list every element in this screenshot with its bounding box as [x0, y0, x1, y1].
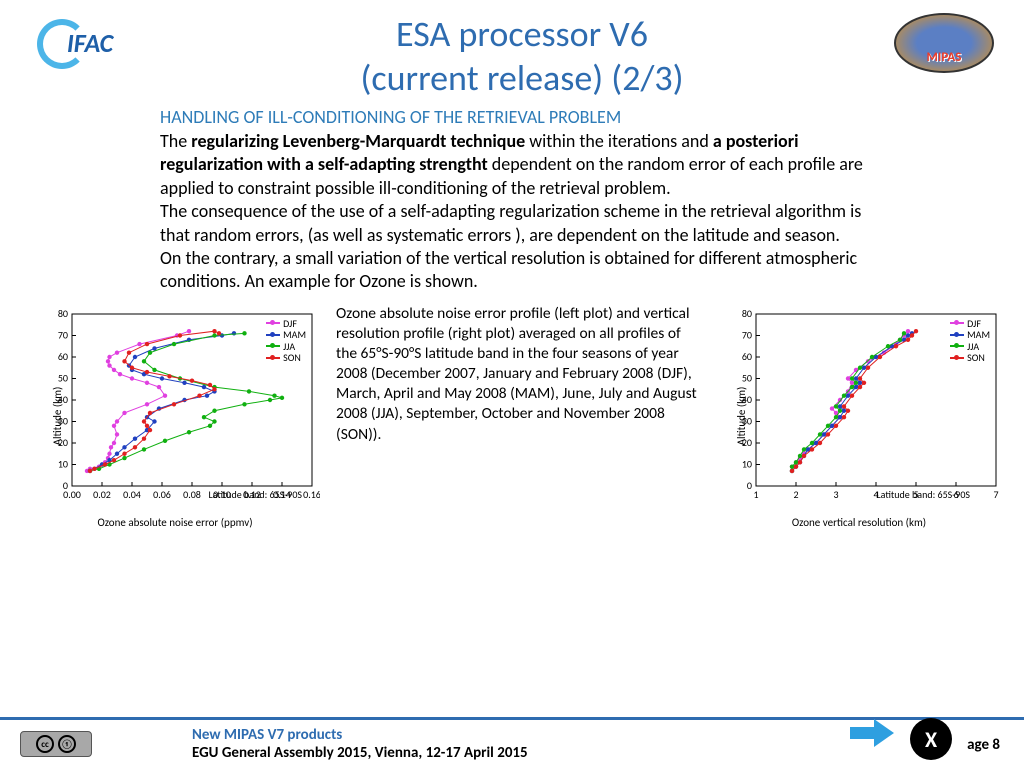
svg-text:0.08: 0.08 — [183, 488, 201, 501]
svg-text:7: 7 — [993, 488, 998, 501]
mipas-logo: MIPAS — [884, 8, 1004, 78]
chart-caption: Ozone absolute noise error profile (left… — [332, 304, 702, 445]
p1-bold-1: regularizing Levenberg-Marquardt techniq… — [191, 130, 525, 152]
svg-text:70: 70 — [742, 328, 752, 341]
by-icon: ① — [58, 735, 76, 753]
latitude-band-label: Latitude band: 65S-90S — [876, 488, 970, 501]
svg-text:2: 2 — [793, 488, 798, 501]
y-axis-label: Altitude (km) — [735, 387, 748, 446]
footer-title: New MIPAS V7 products — [192, 726, 528, 744]
cc-icon: cc — [36, 735, 54, 753]
latitude-band-label: Latitude band: 65S-90S — [208, 488, 302, 501]
cc-license-badge: cc ① — [20, 731, 92, 757]
svg-text:70: 70 — [58, 328, 68, 341]
legend: DJFMAMJJASON — [950, 318, 990, 364]
p1-pre: The — [160, 130, 191, 152]
x-axis-label: Ozone vertical resolution (km) — [714, 516, 1004, 529]
ifac-logo: IFAC — [20, 8, 160, 78]
legend: DJFMAMJJASON — [266, 318, 306, 364]
legend-item: SON — [266, 352, 306, 364]
y-axis-label: Altitude (km) — [51, 387, 64, 446]
mipas-logo-text: MIPAS — [894, 13, 994, 73]
section-heading: HANDLING OF ILL-CONDITIONING OF THE RETR… — [160, 106, 864, 128]
paragraph-1: The regularizing Levenberg-Marquardt tec… — [160, 130, 864, 200]
svg-text:80: 80 — [742, 307, 752, 320]
svg-text:60: 60 — [742, 350, 752, 363]
page-number: age 8 — [967, 736, 1000, 754]
title-line-2: (current release) (2/3) — [160, 56, 884, 100]
next-arrow-icon[interactable] — [850, 719, 894, 752]
footer-subtitle: EGU General Assembly 2015, Vienna, 12-17… — [192, 744, 528, 762]
svg-text:0.16: 0.16 — [303, 488, 320, 501]
p1-mid: within the iterations and — [525, 130, 713, 152]
close-badge[interactable]: X — [910, 718, 952, 760]
content: HANDLING OF ILL-CONDITIONING OF THE RETR… — [0, 100, 1024, 294]
svg-text:60: 60 — [58, 350, 68, 363]
ifac-logo-text: IFAC — [67, 27, 113, 59]
title-block: ESA processor V6 (current release) (2/3) — [160, 8, 884, 100]
title-line-1: ESA processor V6 — [160, 12, 884, 56]
footer-text: New MIPAS V7 products EGU General Assemb… — [192, 726, 528, 762]
svg-text:0.06: 0.06 — [153, 488, 171, 501]
svg-text:1: 1 — [753, 488, 758, 501]
svg-text:0: 0 — [747, 479, 752, 492]
svg-text:50: 50 — [58, 371, 68, 384]
svg-text:50: 50 — [742, 371, 752, 384]
x-axis-label: Ozone absolute noise error (ppmv) — [30, 516, 320, 529]
legend-item: MAM — [950, 329, 990, 341]
svg-text:10: 10 — [742, 457, 752, 470]
svg-text:80: 80 — [58, 307, 68, 320]
svg-text:10: 10 — [58, 457, 68, 470]
paragraph-2: The consequence of the use of a self-ada… — [160, 200, 864, 294]
right-chart: 010203040506070801234567Altitude (km)Ozo… — [714, 304, 1004, 529]
legend-item: SON — [950, 352, 990, 364]
left-chart: 010203040506070800.000.020.040.060.080.1… — [30, 304, 320, 529]
svg-text:0.02: 0.02 — [93, 488, 111, 501]
svg-text:0.00: 0.00 — [63, 488, 81, 501]
legend-item: MAM — [266, 329, 306, 341]
svg-text:0.04: 0.04 — [123, 488, 141, 501]
charts-row: 010203040506070800.000.020.040.060.080.1… — [0, 294, 1024, 529]
svg-text:3: 3 — [833, 488, 838, 501]
header: IFAC ESA processor V6 (current release) … — [0, 0, 1024, 100]
